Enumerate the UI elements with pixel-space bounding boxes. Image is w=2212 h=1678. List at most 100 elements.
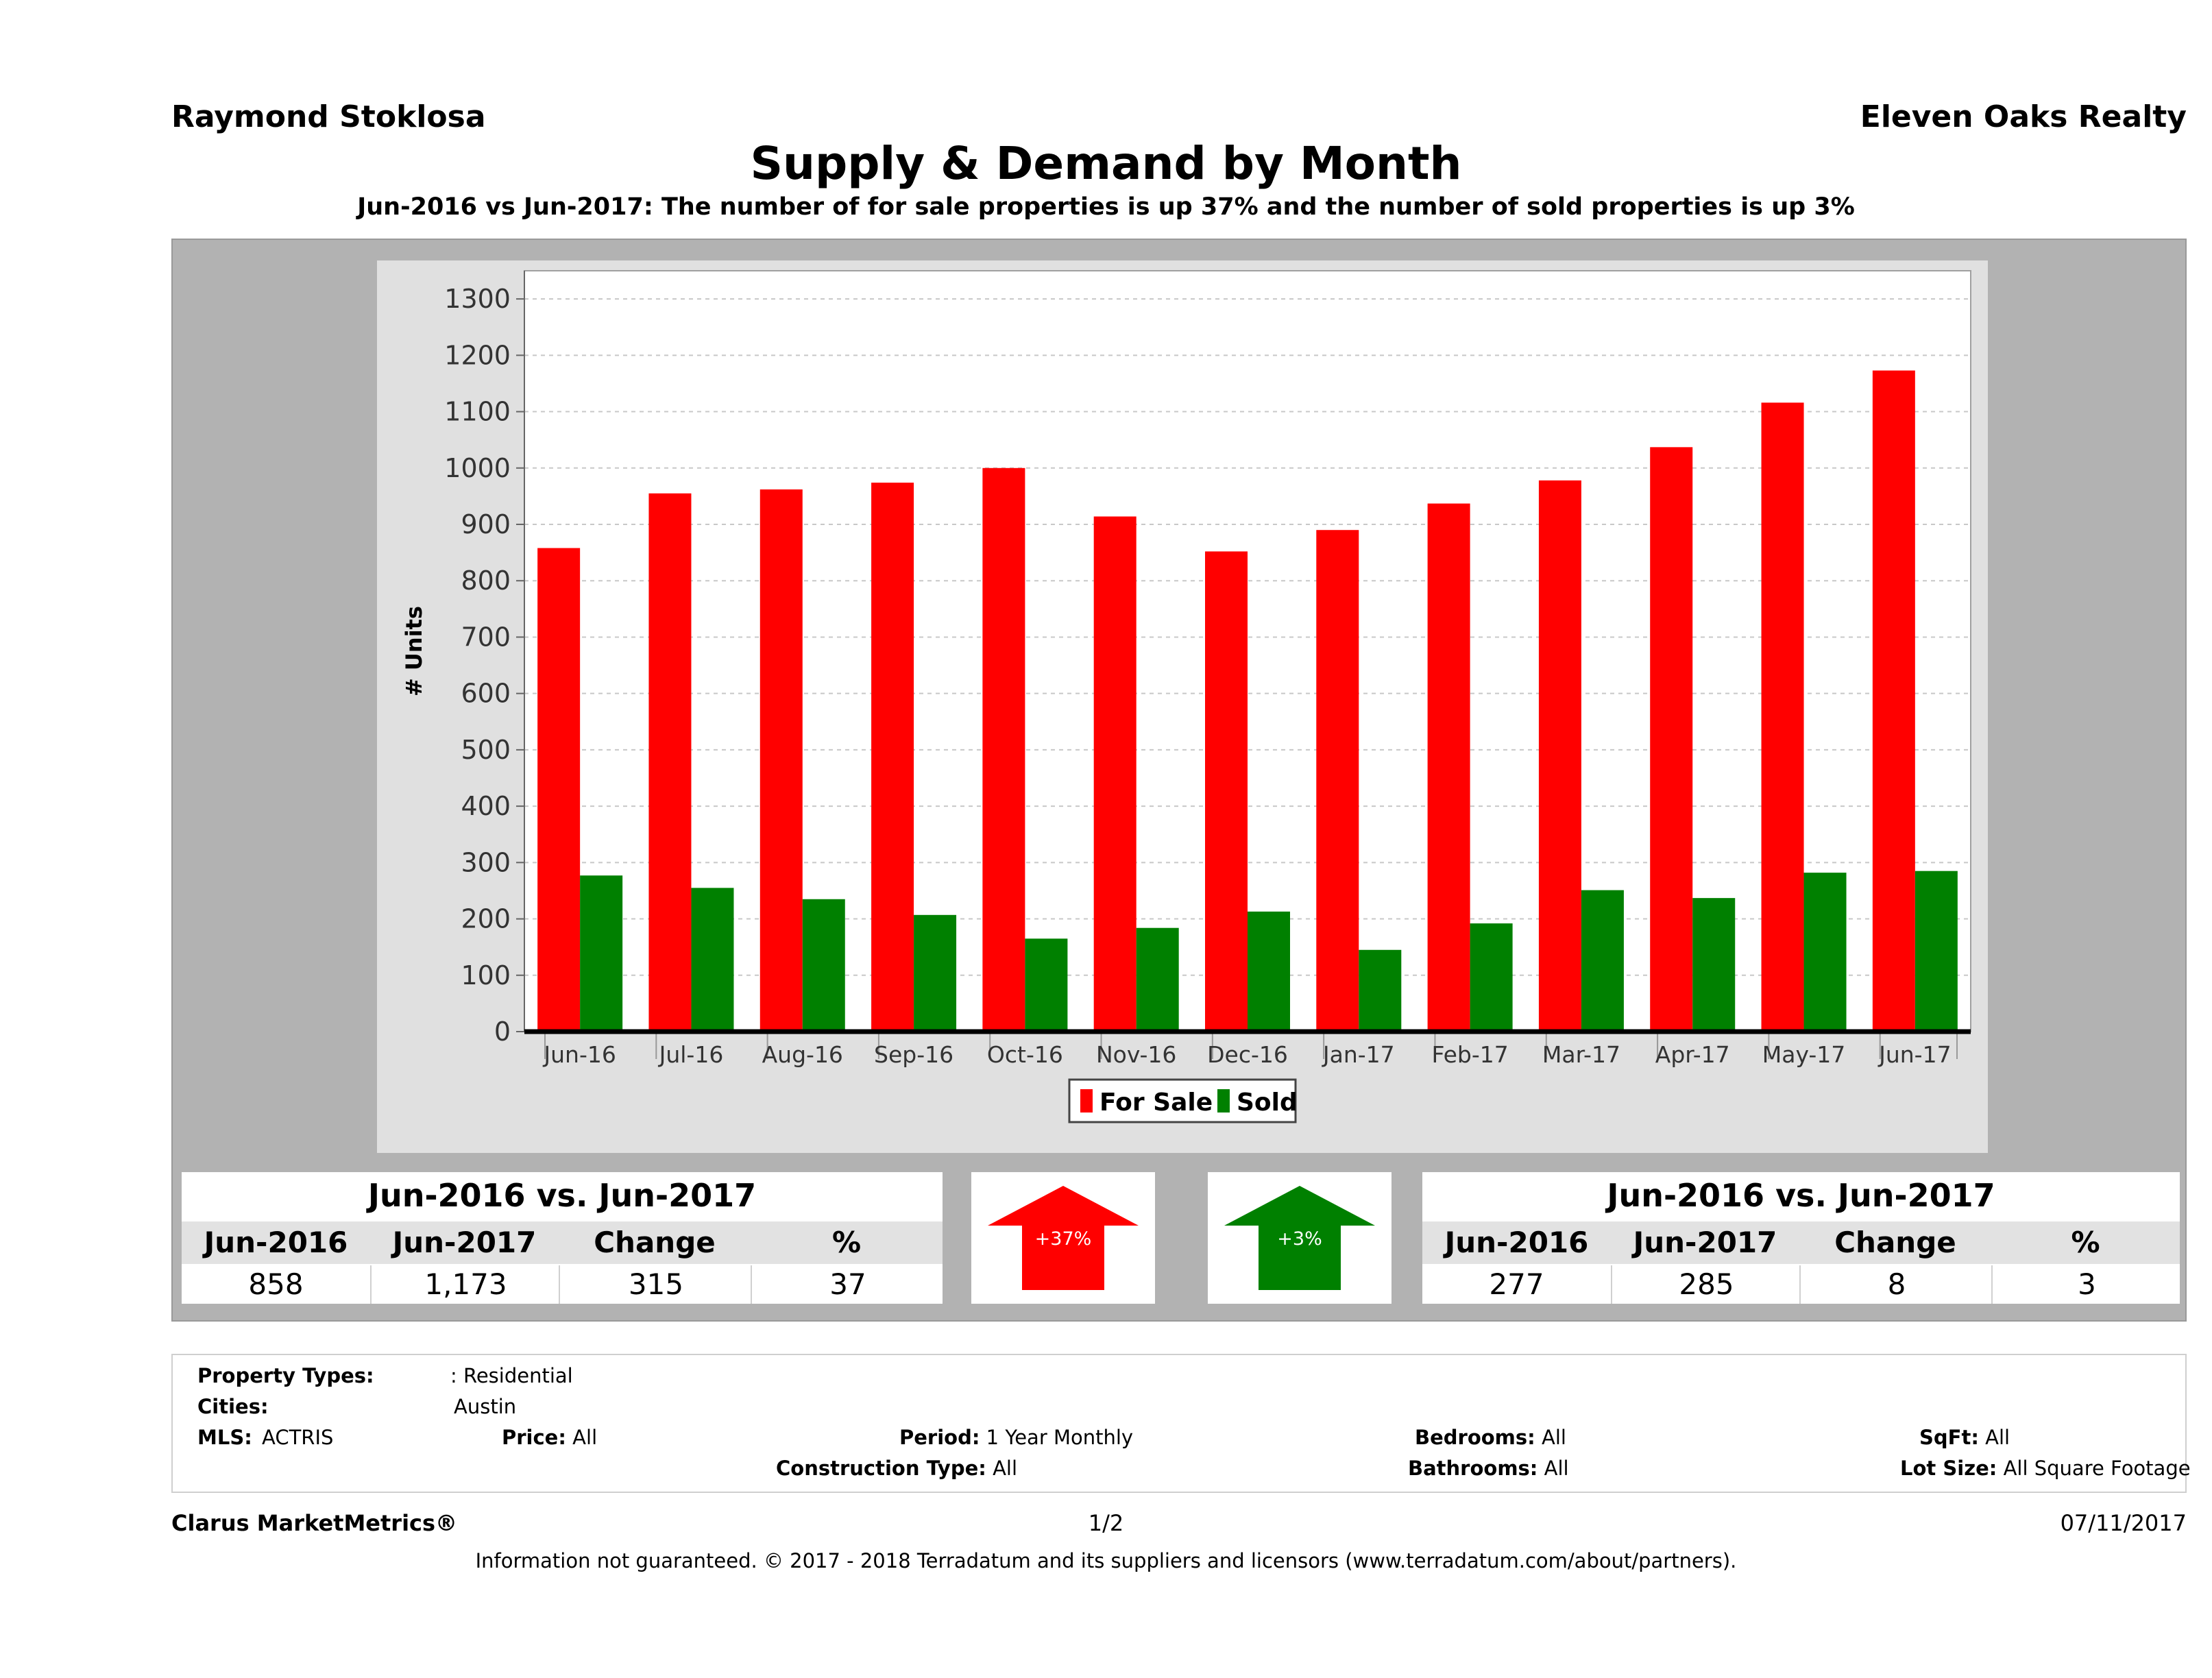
- bar-forsale: [982, 467, 1025, 1032]
- bar-forsale: [1872, 370, 1915, 1032]
- sold-value-percent: 3: [1991, 1265, 2181, 1304]
- x-tick-label: Apr-17: [1655, 1041, 1730, 1068]
- sold-header-jun2017: Jun-2017: [1633, 1226, 1777, 1259]
- x-tick-label: Mar-17: [1542, 1041, 1620, 1068]
- sold-header-jun2016: Jun-2016: [1444, 1226, 1589, 1259]
- y-tick-label: 800: [461, 566, 511, 596]
- bar-sold: [691, 888, 734, 1032]
- x-tick-label: Jun-16: [542, 1041, 616, 1068]
- forsale-arrow-up-icon: [988, 1186, 1139, 1290]
- sold-stats-header: Jun-2016 Jun-2017 Change %: [1422, 1221, 2180, 1264]
- bar-forsale: [759, 489, 803, 1032]
- x-tick-label: Jan-17: [1322, 1041, 1395, 1068]
- property-types-label: Property Types:: [197, 1364, 374, 1387]
- price-label: Price:: [502, 1426, 566, 1449]
- property-types-value: : Residential: [450, 1364, 573, 1387]
- construction-type-label: Construction Type:: [776, 1457, 986, 1480]
- bar-forsale: [537, 548, 581, 1032]
- forsale-value-jun2017: 1,173: [370, 1265, 560, 1304]
- forsale-value-jun2016: 858: [248, 1267, 304, 1301]
- footer-disclaimer: Information not guaranteed. © 2017 - 201…: [475, 1549, 1737, 1572]
- lot-size-value: All Square Footage: [2003, 1457, 2191, 1480]
- y-tick-label: 900: [461, 509, 511, 539]
- x-tick-label: Jul-16: [658, 1041, 724, 1068]
- forsale-stats-row: 858 1,173 315 37: [182, 1265, 943, 1304]
- cities-value: Austin: [454, 1395, 517, 1418]
- y-tick-label: 500: [461, 735, 511, 765]
- mls-value: ACTRIS: [262, 1426, 334, 1449]
- report-subtitle: Jun-2016 vs Jun-2017: The number of for …: [357, 193, 1855, 221]
- x-tick-label: Feb-17: [1431, 1041, 1508, 1068]
- forsale-value-percent: 37: [751, 1265, 944, 1304]
- mls-label: MLS:: [197, 1426, 252, 1449]
- y-tick-label: 0: [494, 1017, 511, 1047]
- forsale-value-change: 315: [559, 1265, 752, 1304]
- sold-arrow-label: +3%: [1277, 1228, 1322, 1250]
- x-tick-label: Nov-16: [1096, 1041, 1176, 1068]
- legend-box: [1068, 1078, 1297, 1123]
- sold-arrow-up-icon: [1224, 1186, 1375, 1290]
- forsale-change-arrow: +37%: [971, 1172, 1155, 1304]
- footer-page-number: 1/2: [1088, 1510, 1124, 1536]
- bar-sold: [1692, 898, 1736, 1032]
- x-tick-label: Jun-17: [1877, 1041, 1951, 1068]
- sold-stats-table: Jun-2016 vs. Jun-2017 Jun-2016 Jun-2017 …: [1422, 1172, 2180, 1304]
- bar-forsale: [1316, 530, 1359, 1032]
- bar-forsale: [1538, 480, 1581, 1032]
- legend-label-forsale: For Sale: [1099, 1089, 1213, 1117]
- bar-forsale: [1093, 516, 1137, 1032]
- sqft-label: SqFt:: [1919, 1426, 1979, 1449]
- legend-swatch-forsale: [1080, 1089, 1093, 1112]
- bar-forsale: [1205, 551, 1248, 1032]
- bar-sold: [1359, 949, 1402, 1032]
- forsale-stats-table: Jun-2016 vs. Jun-2017 Jun-2016 Jun-2017 …: [182, 1172, 943, 1304]
- report-title: Supply & Demand by Month: [750, 137, 1462, 190]
- y-tick-label: 700: [461, 622, 511, 652]
- sold-header-change: Change: [1834, 1226, 1956, 1259]
- y-tick-label: 400: [461, 791, 511, 821]
- forsale-header-change: Change: [594, 1226, 716, 1259]
- forsale-arrow-label: +37%: [1035, 1228, 1092, 1250]
- bar-sold: [1803, 873, 1847, 1032]
- bar-forsale: [1761, 402, 1804, 1032]
- bar-sold: [914, 914, 957, 1032]
- search-criteria: Property Types: : Residential Cities: Au…: [171, 1354, 2191, 1493]
- bar-sold: [1136, 927, 1179, 1032]
- y-tick-label: 1100: [444, 397, 511, 427]
- forsale-stats-title: Jun-2016 vs. Jun-2017: [367, 1177, 757, 1214]
- y-tick-label: 100: [461, 960, 511, 990]
- x-tick-label: Aug-16: [762, 1041, 843, 1068]
- bar-chart: 0 100 200 300 400 500 600 700 800 900 1000 1100 1200…: [401, 270, 1971, 1123]
- y-tick-label: 1300: [444, 284, 511, 314]
- x-tick-label: Sep-16: [874, 1041, 953, 1068]
- bar-sold: [1915, 871, 1958, 1032]
- bar-sold: [1581, 890, 1624, 1032]
- footer-date: 07/11/2017: [2060, 1510, 2187, 1536]
- footer-product: Clarus MarketMetrics®: [171, 1510, 458, 1536]
- brokerage-name: Eleven Oaks Realty: [1860, 99, 2187, 134]
- legend-label-sold: Sold: [1237, 1089, 1298, 1117]
- bar-sold: [1470, 923, 1513, 1032]
- forsale-stats-header: Jun-2016 Jun-2017 Change %: [182, 1221, 943, 1264]
- y-tick-label: 200: [461, 904, 511, 934]
- price-value: All: [572, 1426, 598, 1449]
- bathrooms-value: All: [1544, 1457, 1569, 1480]
- x-tick-label: Dec-16: [1207, 1041, 1288, 1068]
- chart-area: 0 100 200 300 400 500 600 700 800 900 1000 1100 1200…: [377, 260, 1988, 1153]
- forsale-header-jun2017: Jun-2017: [392, 1226, 537, 1259]
- sqft-value: All: [1985, 1426, 2010, 1449]
- y-axis-title: # Units: [401, 606, 427, 696]
- y-tick-label: 1000: [444, 453, 511, 483]
- bar-forsale: [1427, 503, 1470, 1032]
- period-value: 1 Year Monthly: [986, 1426, 1134, 1449]
- bedrooms-value: All: [1541, 1426, 1566, 1449]
- period-label: Period:: [899, 1426, 980, 1449]
- y-tick-label: 300: [461, 847, 511, 877]
- bar-forsale: [871, 483, 914, 1032]
- bar-forsale: [1650, 447, 1693, 1032]
- forsale-header-percent: %: [831, 1226, 862, 1259]
- sold-value-jun2017: 285: [1611, 1265, 1801, 1304]
- legend-swatch-sold: [1217, 1089, 1230, 1112]
- bar-forsale: [648, 493, 692, 1032]
- x-tick-label: Oct-16: [987, 1041, 1063, 1068]
